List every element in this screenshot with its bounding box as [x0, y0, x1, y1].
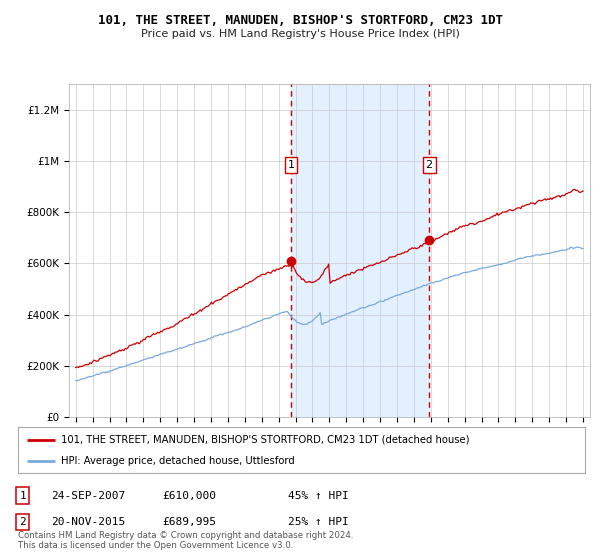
- Text: 20-NOV-2015: 20-NOV-2015: [51, 517, 125, 527]
- Text: Price paid vs. HM Land Registry's House Price Index (HPI): Price paid vs. HM Land Registry's House …: [140, 29, 460, 39]
- Bar: [291, 84, 429, 417]
- Text: 2: 2: [19, 517, 26, 527]
- Text: 101, THE STREET, MANUDEN, BISHOP'S STORTFORD, CM23 1DT (detached house): 101, THE STREET, MANUDEN, BISHOP'S STORT…: [61, 435, 469, 445]
- Text: £689,995: £689,995: [162, 517, 216, 527]
- Text: 45% ↑ HPI: 45% ↑ HPI: [288, 491, 349, 501]
- Text: 25% ↑ HPI: 25% ↑ HPI: [288, 517, 349, 527]
- Text: £610,000: £610,000: [162, 491, 216, 501]
- Text: HPI: Average price, detached house, Uttlesford: HPI: Average price, detached house, Uttl…: [61, 456, 294, 466]
- Text: 1: 1: [287, 160, 295, 170]
- Text: 1: 1: [19, 491, 26, 501]
- Text: 24-SEP-2007: 24-SEP-2007: [51, 491, 125, 501]
- Text: Contains HM Land Registry data © Crown copyright and database right 2024.
This d: Contains HM Land Registry data © Crown c…: [18, 530, 353, 550]
- Text: 101, THE STREET, MANUDEN, BISHOP'S STORTFORD, CM23 1DT: 101, THE STREET, MANUDEN, BISHOP'S STORT…: [97, 14, 503, 27]
- Text: 2: 2: [425, 160, 433, 170]
